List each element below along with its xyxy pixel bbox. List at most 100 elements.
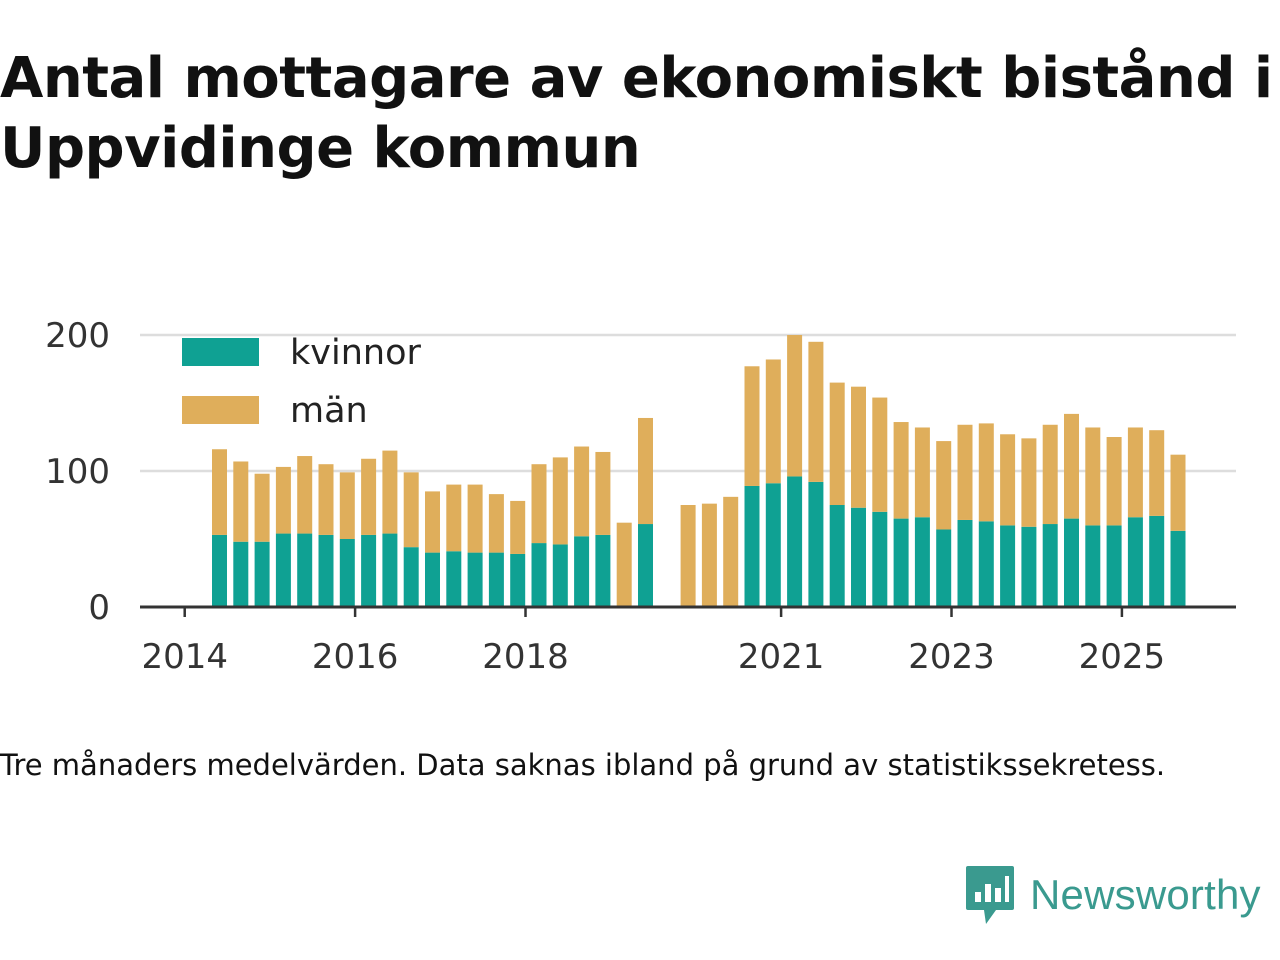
bar-man bbox=[467, 484, 483, 553]
bar-kvinnor bbox=[957, 519, 973, 607]
bar-kvinnor bbox=[212, 534, 227, 607]
bar-kvinnor bbox=[275, 533, 291, 607]
x-tick-label: 2025 bbox=[1079, 637, 1166, 677]
bar-man bbox=[318, 464, 334, 535]
bar-kvinnor bbox=[318, 534, 334, 607]
bar-kvinnor bbox=[1149, 515, 1165, 607]
bar-kvinnor bbox=[1127, 517, 1143, 607]
bar-kvinnor bbox=[425, 552, 440, 607]
bar-man bbox=[574, 446, 590, 537]
bar-man bbox=[872, 397, 888, 512]
bar-man bbox=[680, 505, 696, 607]
bar-man bbox=[1127, 427, 1143, 518]
bar-kvinnor bbox=[1021, 526, 1037, 607]
bar-man bbox=[1000, 434, 1016, 526]
bar-man bbox=[595, 451, 611, 535]
x-tick-label: 2016 bbox=[312, 637, 399, 677]
x-tick-label: 2018 bbox=[482, 637, 569, 677]
bar-man bbox=[1149, 430, 1165, 516]
bar-kvinnor bbox=[339, 539, 355, 607]
bar-man bbox=[829, 382, 845, 505]
bar-kvinnor bbox=[914, 517, 930, 607]
bar-man bbox=[297, 456, 313, 534]
bar-kvinnor bbox=[1085, 525, 1101, 607]
y-tick-label: 100 bbox=[45, 452, 110, 492]
bar-man bbox=[616, 522, 632, 607]
legend-swatch bbox=[182, 338, 259, 366]
bar-kvinnor bbox=[552, 544, 568, 607]
bar-man bbox=[1021, 438, 1037, 527]
bar-kvinnor bbox=[978, 521, 994, 607]
bar-man bbox=[552, 457, 568, 545]
bar-man bbox=[957, 424, 973, 520]
chart-title: Antal mottagare av ekonomiskt bistånd i … bbox=[0, 46, 1273, 181]
legend-label: kvinnor bbox=[290, 333, 421, 373]
bar-man bbox=[701, 503, 717, 607]
bar-kvinnor bbox=[382, 533, 398, 607]
bar-man bbox=[488, 494, 504, 553]
bar-man bbox=[787, 335, 803, 477]
bar-man bbox=[1064, 413, 1079, 519]
bar-man bbox=[212, 449, 227, 535]
bar-kvinnor bbox=[744, 485, 760, 607]
bar-kvinnor bbox=[488, 552, 504, 607]
bar-man bbox=[638, 417, 653, 525]
bar-man bbox=[510, 500, 526, 554]
bar-kvinnor bbox=[467, 552, 483, 607]
bar-kvinnor bbox=[361, 534, 377, 607]
bar-man bbox=[1085, 427, 1101, 526]
bar-kvinnor bbox=[254, 541, 270, 607]
bar-man bbox=[339, 472, 355, 539]
bar-kvinnor bbox=[1064, 518, 1079, 607]
bar-man bbox=[382, 450, 398, 534]
bar-kvinnor bbox=[787, 476, 803, 607]
logo-text: Newsworthy bbox=[1030, 871, 1261, 918]
y-tick-label: 0 bbox=[88, 588, 110, 628]
bar-kvinnor bbox=[829, 505, 845, 607]
x-tick-label: 2023 bbox=[908, 637, 995, 677]
bar-kvinnor bbox=[574, 536, 590, 607]
bar-man bbox=[1042, 424, 1058, 525]
bar-kvinnor bbox=[1000, 525, 1016, 607]
chart-footnote: Tre månaders medelvärden. Data saknas ib… bbox=[0, 748, 1166, 782]
bar-man bbox=[936, 441, 952, 530]
bar-kvinnor bbox=[403, 547, 419, 607]
newsworthy-logo: Newsworthy bbox=[964, 862, 1261, 928]
x-tick-label: 2014 bbox=[141, 637, 228, 677]
bar-man bbox=[765, 359, 781, 484]
bar-man bbox=[233, 461, 249, 542]
bar-kvinnor bbox=[510, 553, 526, 607]
bar-chart-speech-bubble-icon bbox=[966, 866, 1014, 924]
bar-man bbox=[425, 491, 440, 553]
bar-man bbox=[1170, 454, 1186, 531]
bar-kvinnor bbox=[1106, 525, 1122, 607]
bar-man bbox=[361, 458, 377, 535]
bar-kvinnor bbox=[638, 524, 653, 607]
bar-kvinnor bbox=[936, 529, 952, 607]
bar-man bbox=[808, 341, 824, 482]
bar-kvinnor bbox=[765, 483, 781, 607]
legend-swatch bbox=[182, 396, 259, 424]
bar-kvinnor bbox=[851, 507, 866, 607]
bar-kvinnor bbox=[893, 518, 909, 607]
bar-man bbox=[531, 464, 547, 544]
bar-man bbox=[851, 386, 866, 508]
bar-kvinnor bbox=[1042, 524, 1058, 607]
bar-man bbox=[978, 423, 994, 522]
bar-man bbox=[744, 366, 760, 486]
x-tick-label: 2021 bbox=[738, 637, 825, 677]
bar-kvinnor bbox=[1170, 530, 1186, 607]
bar-man bbox=[254, 473, 270, 542]
bar-man bbox=[446, 484, 462, 552]
bar-man bbox=[893, 422, 909, 519]
bar-man bbox=[275, 466, 291, 534]
bar-man bbox=[914, 427, 930, 518]
bar-kvinnor bbox=[233, 541, 249, 607]
bar-kvinnor bbox=[808, 481, 824, 607]
bar-kvinnor bbox=[595, 534, 611, 607]
bar-kvinnor bbox=[531, 543, 547, 607]
chart: 0 100 200 2014 2016 2018 2021 2023 2025 kvinnor m… bbox=[45, 316, 1236, 677]
y-tick-label: 200 bbox=[45, 316, 110, 356]
bar-kvinnor bbox=[297, 533, 313, 607]
bar-man bbox=[1106, 437, 1122, 526]
